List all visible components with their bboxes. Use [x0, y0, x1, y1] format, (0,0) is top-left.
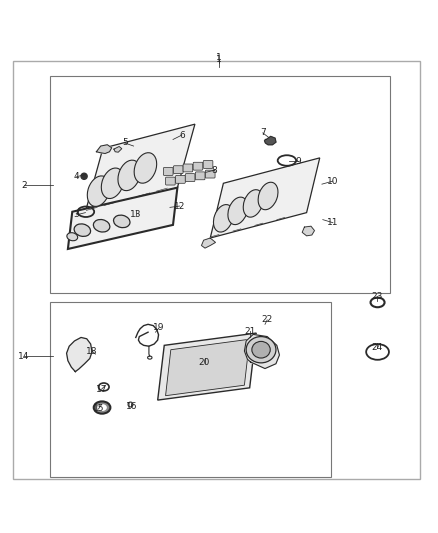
FancyBboxPatch shape: [166, 177, 175, 185]
Polygon shape: [96, 145, 112, 154]
Ellipse shape: [228, 197, 248, 224]
Bar: [50, 76, 390, 293]
Polygon shape: [265, 136, 276, 145]
Circle shape: [81, 173, 87, 179]
Ellipse shape: [97, 404, 107, 411]
Text: 1: 1: [216, 55, 222, 64]
Text: 2: 2: [21, 181, 27, 190]
Text: 11: 11: [327, 218, 339, 227]
Text: 14: 14: [18, 352, 30, 361]
Ellipse shape: [67, 233, 78, 241]
Ellipse shape: [258, 182, 278, 209]
Text: 8: 8: [212, 166, 218, 175]
Text: 7: 7: [260, 128, 266, 138]
Text: 9: 9: [295, 157, 301, 166]
Polygon shape: [201, 238, 215, 248]
Text: 20: 20: [199, 358, 210, 367]
Text: 1: 1: [216, 53, 222, 62]
Text: 17: 17: [96, 385, 107, 394]
Text: 13: 13: [130, 211, 141, 219]
Text: 4: 4: [74, 172, 79, 181]
FancyBboxPatch shape: [176, 175, 185, 183]
Ellipse shape: [94, 401, 110, 414]
Polygon shape: [210, 158, 320, 238]
FancyBboxPatch shape: [183, 164, 193, 172]
FancyBboxPatch shape: [163, 167, 173, 175]
Polygon shape: [68, 188, 177, 249]
FancyBboxPatch shape: [195, 172, 205, 180]
FancyBboxPatch shape: [173, 166, 183, 174]
Text: 10: 10: [327, 176, 339, 185]
Ellipse shape: [101, 168, 124, 198]
Polygon shape: [67, 337, 92, 372]
Polygon shape: [244, 334, 279, 368]
Ellipse shape: [118, 160, 141, 191]
Bar: [50, 302, 331, 477]
Ellipse shape: [246, 336, 276, 363]
Text: 3: 3: [74, 211, 80, 219]
Text: 15: 15: [93, 405, 104, 414]
Polygon shape: [114, 147, 122, 152]
Ellipse shape: [213, 205, 233, 232]
Ellipse shape: [243, 190, 263, 217]
Polygon shape: [158, 333, 256, 400]
Text: 23: 23: [371, 292, 382, 301]
Ellipse shape: [74, 224, 91, 237]
Ellipse shape: [134, 152, 157, 183]
Text: 16: 16: [126, 402, 137, 411]
Polygon shape: [166, 339, 250, 395]
Polygon shape: [302, 226, 314, 236]
Ellipse shape: [113, 215, 130, 228]
Text: 24: 24: [371, 343, 382, 352]
FancyBboxPatch shape: [185, 174, 195, 182]
Text: 22: 22: [261, 316, 273, 325]
Text: 12: 12: [174, 201, 185, 211]
Text: 19: 19: [153, 324, 165, 332]
Text: 6: 6: [179, 131, 185, 140]
Ellipse shape: [87, 176, 110, 206]
Polygon shape: [85, 124, 195, 212]
Text: 21: 21: [244, 327, 255, 336]
Ellipse shape: [93, 220, 110, 232]
FancyBboxPatch shape: [205, 170, 215, 178]
Ellipse shape: [252, 342, 270, 358]
Text: 5: 5: [122, 139, 128, 148]
FancyBboxPatch shape: [203, 160, 213, 168]
FancyBboxPatch shape: [193, 162, 203, 170]
Text: 18: 18: [86, 346, 98, 356]
